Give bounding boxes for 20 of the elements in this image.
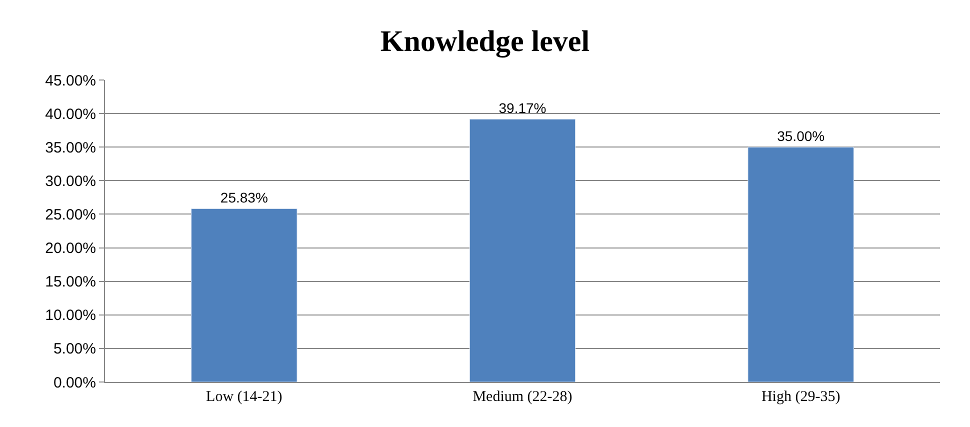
bar bbox=[748, 146, 854, 382]
y-tick-label: 0.00% bbox=[53, 374, 96, 392]
y-tick-label: 20.00% bbox=[45, 240, 96, 258]
data-label: 25.83% bbox=[220, 190, 268, 206]
y-tick-label: 30.00% bbox=[45, 172, 96, 190]
data-label: 39.17% bbox=[498, 100, 546, 116]
chart-title: Knowledge level bbox=[380, 24, 590, 58]
y-tick-label: 35.00% bbox=[45, 139, 96, 156]
y-tick-label: 15.00% bbox=[45, 274, 96, 291]
data-label: 35.00% bbox=[777, 128, 825, 144]
y-tick-label: 45.00% bbox=[45, 72, 96, 90]
x-tick-label: Low (14-21) bbox=[206, 389, 282, 405]
x-tick-label: Medium (22-28) bbox=[472, 389, 572, 405]
bar bbox=[469, 118, 576, 382]
y-tick-label: 10.00% bbox=[45, 307, 96, 324]
y-tick-label: 40.00% bbox=[45, 106, 96, 123]
bar bbox=[191, 208, 298, 382]
x-tick-label: High (29-35) bbox=[761, 389, 840, 405]
y-tick-label: 5.00% bbox=[53, 340, 96, 358]
y-tick-label: 25.00% bbox=[45, 206, 96, 224]
